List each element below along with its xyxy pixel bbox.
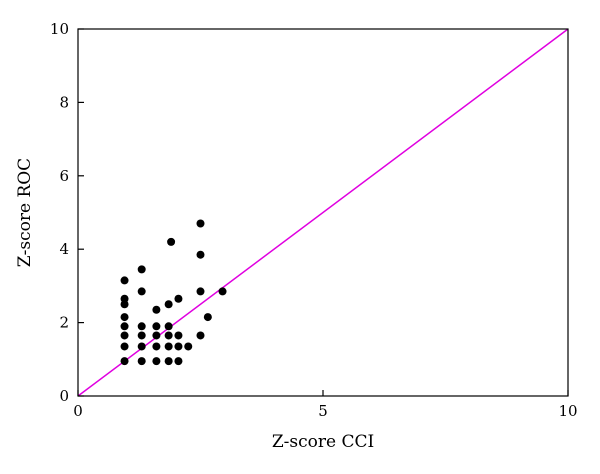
data-point: [174, 331, 183, 340]
data-point: [120, 357, 129, 366]
y-tick-label: 8: [59, 93, 69, 111]
data-point: [164, 342, 173, 351]
y-tick-label: 4: [59, 240, 69, 258]
data-point: [167, 237, 176, 246]
data-point: [120, 342, 129, 351]
data-point: [152, 331, 161, 340]
data-point: [137, 357, 146, 366]
data-point: [152, 305, 161, 314]
data-point: [164, 322, 173, 331]
data-point: [137, 287, 146, 296]
y-tick-label: 0: [59, 387, 69, 405]
data-point: [137, 331, 146, 340]
data-point: [120, 331, 129, 340]
y-tick-label: 6: [59, 167, 69, 185]
data-point: [196, 331, 205, 340]
data-point: [196, 219, 205, 228]
identity-reference-line: [77, 28, 569, 397]
plot-area: [77, 28, 569, 397]
data-point: [120, 300, 129, 309]
data-point: [137, 342, 146, 351]
data-point: [196, 287, 205, 296]
data-point: [174, 294, 183, 303]
data-point: [218, 287, 227, 296]
data-point: [137, 265, 146, 274]
y-tick-label: 10: [50, 20, 69, 38]
data-point: [164, 331, 173, 340]
data-point: [164, 300, 173, 309]
x-tick-label: 5: [318, 402, 328, 420]
data-point: [203, 313, 212, 322]
x-tick-label: 10: [558, 402, 577, 420]
data-point: [174, 342, 183, 351]
data-point: [120, 294, 129, 303]
data-point: [120, 313, 129, 322]
axes: 0 5 10 0 2 4 6 8 10: [50, 20, 578, 420]
data-point: [164, 357, 173, 366]
data-point: [120, 276, 129, 285]
x-axis-title: Z-score CCI: [272, 432, 374, 452]
data-point: [152, 357, 161, 366]
data-point: [120, 322, 129, 331]
data-point: [174, 357, 183, 366]
data-point: [152, 342, 161, 351]
data-point: [137, 322, 146, 331]
x-tick-label: 0: [73, 402, 83, 420]
y-tick-label: 2: [59, 314, 69, 332]
data-point: [196, 250, 205, 259]
data-point: [184, 342, 193, 351]
y-axis-title: Z-score ROC: [15, 158, 35, 267]
data-point: [152, 322, 161, 331]
